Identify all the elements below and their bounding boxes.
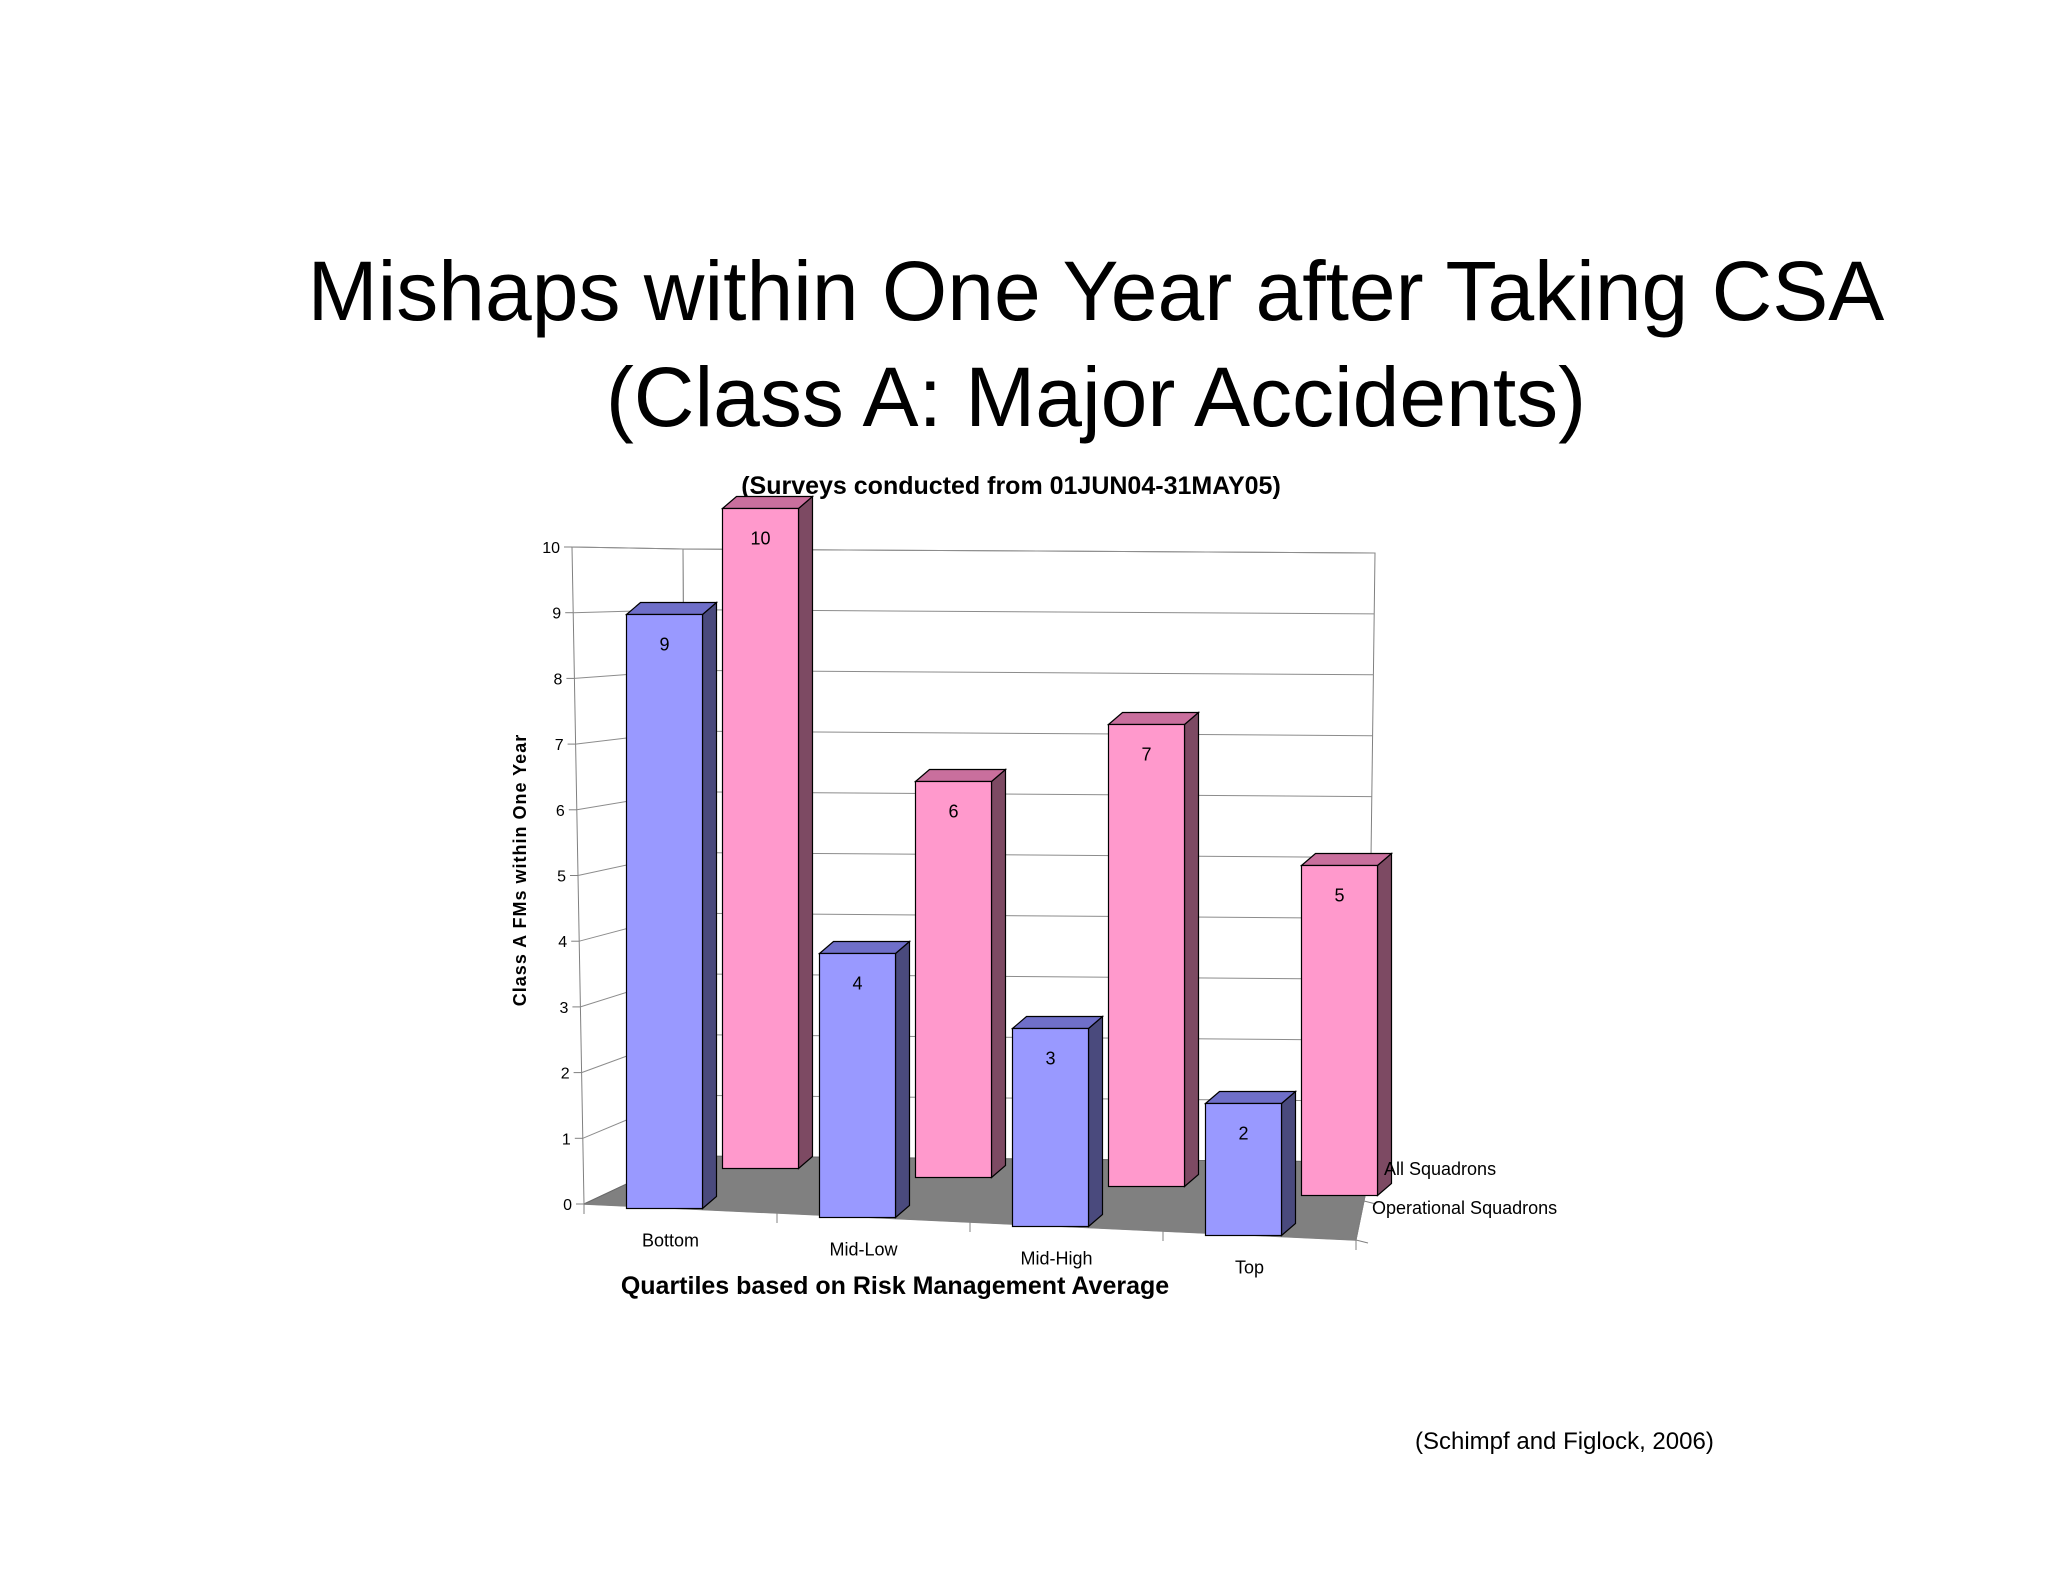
bar-top <box>720 495 815 510</box>
y-axis-title: Class A FMs within One Year <box>510 734 530 1006</box>
bar-side <box>701 601 718 1210</box>
bar-front <box>625 613 704 1210</box>
y-tick-label: 2 <box>561 1066 570 1083</box>
data-label: 6 <box>948 802 958 822</box>
y-tick-label: 0 <box>563 1197 572 1214</box>
slide-title-line1: Mishaps within One Year after Taking CSA <box>307 244 1885 338</box>
y-tick-label: 3 <box>559 1000 568 1017</box>
bar-operational-squadrons-top: 2 <box>1203 1090 1298 1237</box>
x-category-label: Mid-High <box>1020 1249 1092 1269</box>
bar-side <box>1376 852 1393 1197</box>
bar-side <box>894 940 911 1219</box>
bar-front <box>1107 723 1186 1188</box>
bars-operational-squadrons: 9 4 3 2 <box>624 601 1298 1237</box>
bar-side <box>1280 1090 1297 1237</box>
bar-side <box>1087 1015 1104 1228</box>
bar-top <box>1106 711 1201 726</box>
bar-top <box>913 768 1008 783</box>
bar-operational-squadrons-bottom: 9 <box>624 601 719 1210</box>
y-tick-label: 9 <box>552 606 561 623</box>
slide-title-line2: (Class A: Major Accidents) <box>605 350 1587 444</box>
bar-front <box>914 780 993 1179</box>
bar-top <box>1010 1015 1105 1030</box>
data-label: 4 <box>852 974 862 994</box>
bar-top <box>1299 852 1394 867</box>
y-tick-label: 4 <box>558 934 567 951</box>
bar-operational-squadrons-mid-high: 3 <box>1010 1015 1105 1228</box>
bar-front <box>721 507 800 1170</box>
bar-side <box>1183 711 1200 1188</box>
data-label: 5 <box>1334 886 1344 906</box>
chart-subtitle: (Surveys conducted from 01JUN04-31MAY05) <box>741 472 1281 500</box>
bar-top <box>817 940 912 955</box>
x-axis-categories: Bottom Mid-Low Mid-High Top <box>642 1231 1264 1278</box>
x-category-label: Bottom <box>642 1231 699 1251</box>
bar-top <box>1203 1090 1298 1105</box>
bar-all-squadrons-mid-low: 6 <box>913 768 1008 1179</box>
bar-operational-squadrons-mid-low: 4 <box>817 940 912 1219</box>
y-tick-label: 7 <box>555 737 564 754</box>
depth-tick-mark <box>1355 1239 1369 1244</box>
y-tick-label: 5 <box>557 869 566 886</box>
bar-all-squadrons-top: 5 <box>1299 852 1394 1197</box>
source-citation: (Schimpf and Figlock, 2006) <box>1415 1428 1714 1455</box>
y-tick-label: 10 <box>542 540 560 557</box>
data-label: 7 <box>1141 745 1151 765</box>
data-label: 2 <box>1238 1124 1248 1144</box>
depth-label-all-squadrons: All Squadrons <box>1384 1159 1496 1179</box>
bar-front <box>1300 864 1379 1197</box>
bar-side <box>990 768 1007 1179</box>
bar-top <box>624 601 719 616</box>
bars-all-squadrons: 10 6 7 5 <box>720 495 1394 1197</box>
bar-front <box>1204 1102 1283 1237</box>
data-label: 3 <box>1045 1049 1055 1069</box>
gridline <box>571 546 684 550</box>
y-tick-label: 6 <box>556 803 565 820</box>
bar-front <box>1011 1027 1090 1228</box>
depth-tick-mark <box>1363 1200 1377 1205</box>
y-axis-ticks: 0 1 2 3 4 5 6 7 8 9 10 <box>542 540 584 1214</box>
data-label: 9 <box>659 635 669 655</box>
bar-side <box>797 495 814 1170</box>
bar-front <box>818 952 897 1219</box>
y-tick-label: 8 <box>553 671 562 688</box>
x-category-label: Mid-Low <box>829 1240 898 1260</box>
depth-label-operational-squadrons: Operational Squadrons <box>1372 1198 1557 1218</box>
x-axis-title: Quartiles based on Risk Management Avera… <box>621 1272 1169 1300</box>
y-tick-label: 1 <box>562 1131 571 1148</box>
bar-all-squadrons-bottom: 10 <box>720 495 815 1170</box>
bar-all-squadrons-mid-high: 7 <box>1106 711 1201 1188</box>
depth-axis-labels: All Squadrons Operational Squadrons <box>1372 1159 1557 1218</box>
x-category-label: Top <box>1235 1258 1264 1278</box>
data-label: 10 <box>750 529 770 549</box>
